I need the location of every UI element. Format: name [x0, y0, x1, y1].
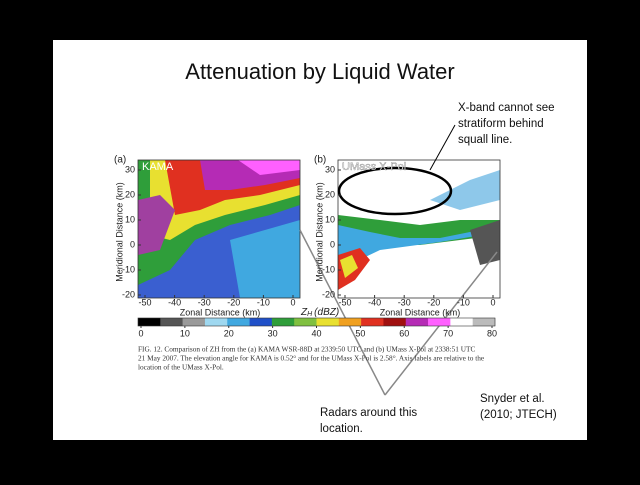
- x-tick-label: 0: [290, 297, 295, 307]
- pointer-line: [299, 229, 386, 396]
- callout-text: squall line.: [458, 134, 512, 146]
- colorbar-label: ZH (dBZ): [300, 307, 339, 318]
- x-axis-title: Zonal Distance (km): [180, 307, 261, 317]
- panel-name: UMass X-Pol: [342, 161, 406, 173]
- x-axis-title: Zonal Distance (km): [380, 307, 461, 317]
- y-tick-label: 20: [125, 189, 135, 199]
- x-tick-label: -50: [338, 297, 351, 307]
- y-tick-label: 10: [325, 214, 335, 224]
- colorbar-swatch: [294, 318, 317, 326]
- x-tick-label: -30: [398, 297, 411, 307]
- colorbar-tick-label: 0: [138, 328, 143, 338]
- x-tick-label: -10: [257, 297, 270, 307]
- y-tick-label: 10: [125, 214, 135, 224]
- colorbar-swatch: [271, 318, 295, 326]
- colorbar-swatch: [160, 318, 183, 326]
- colorbar-tick-label: 70: [443, 328, 453, 338]
- caption-line: location of the UMass X-Pol.: [138, 363, 224, 372]
- radar-image-a: [137, 159, 301, 299]
- x-tick-label: -10: [457, 297, 470, 307]
- x-tick-label: 0: [490, 297, 495, 307]
- y-axis-title: Meridional Distance (km): [314, 182, 324, 282]
- callout-text: X-band cannot see: [458, 102, 555, 114]
- colorbar-swatch: [182, 318, 206, 326]
- y-axis-title: Meridional Distance (km): [114, 182, 124, 282]
- panel-letter: (b): [314, 155, 326, 166]
- colorbar-tick-label: 40: [311, 328, 321, 338]
- y-tick-label: -10: [122, 264, 135, 274]
- caption-line: FIG. 12. Comparison of ZH from the (a) K…: [138, 345, 475, 354]
- y-tick-label: 20: [325, 189, 335, 199]
- colorbar-swatch: [138, 318, 161, 326]
- radars-note: location.: [320, 423, 363, 435]
- highlight-ellipse: [337, 166, 453, 216]
- x-tick-label: -50: [138, 297, 151, 307]
- citation: (2010; JTECH): [480, 409, 557, 421]
- colorbar-tick-label: 50: [355, 328, 365, 338]
- callout-text: stratiform behind: [458, 118, 544, 130]
- y-tick-label: -20: [122, 289, 135, 299]
- colorbar-swatch: [227, 318, 250, 326]
- colorbar-swatch: [405, 318, 429, 326]
- colorbar-swatch: [204, 318, 228, 326]
- colorbar-tick-label: 20: [224, 328, 234, 338]
- x-tick-label: -20: [227, 297, 240, 307]
- colorbar-swatch: [383, 318, 407, 326]
- colorbar-swatch: [450, 318, 473, 326]
- colorbar-swatch: [428, 318, 451, 326]
- colorbar-swatch: [249, 318, 273, 326]
- colorbar-tick-label: 10: [180, 328, 190, 338]
- callout-line: [429, 124, 456, 171]
- y-tick-label: 0: [330, 239, 335, 249]
- colorbar-tick-label: 60: [399, 328, 409, 338]
- y-tick-label: 30: [325, 164, 335, 174]
- caption-line: 21 May 2007. The elevation angle for KAM…: [138, 354, 484, 363]
- colorbar-swatch: [361, 318, 384, 326]
- y-tick-label: -20: [322, 289, 335, 299]
- y-tick-label: 0: [130, 239, 135, 249]
- colorbar-tick-label: 80: [487, 328, 497, 338]
- colorbar: 0 10 20 30 40 50 60 70 80: [137, 317, 497, 338]
- colorbar-swatch: [316, 318, 340, 326]
- x-tick-label: -40: [168, 297, 181, 307]
- colorbar-swatch: [472, 318, 496, 326]
- x-tick-label: -20: [427, 297, 440, 307]
- radar-image-b: [337, 159, 501, 299]
- panel-letter: (a): [114, 155, 126, 166]
- colorbar-swatch: [338, 318, 362, 326]
- citation: Snyder et al.: [480, 393, 545, 405]
- x-tick-label: -30: [198, 297, 211, 307]
- x-tick-label: -40: [368, 297, 381, 307]
- radars-note: Radars around this: [320, 407, 417, 419]
- colorbar-tick-label: 30: [268, 328, 278, 338]
- panel-name: KAMA: [142, 161, 174, 173]
- y-tick-label: 30: [125, 164, 135, 174]
- caption: FIG. 12. Comparison of ZH from the (a) K…: [138, 345, 484, 372]
- y-tick-label: -10: [322, 264, 335, 274]
- slide-title: Attenuation by Liquid Water: [185, 59, 454, 84]
